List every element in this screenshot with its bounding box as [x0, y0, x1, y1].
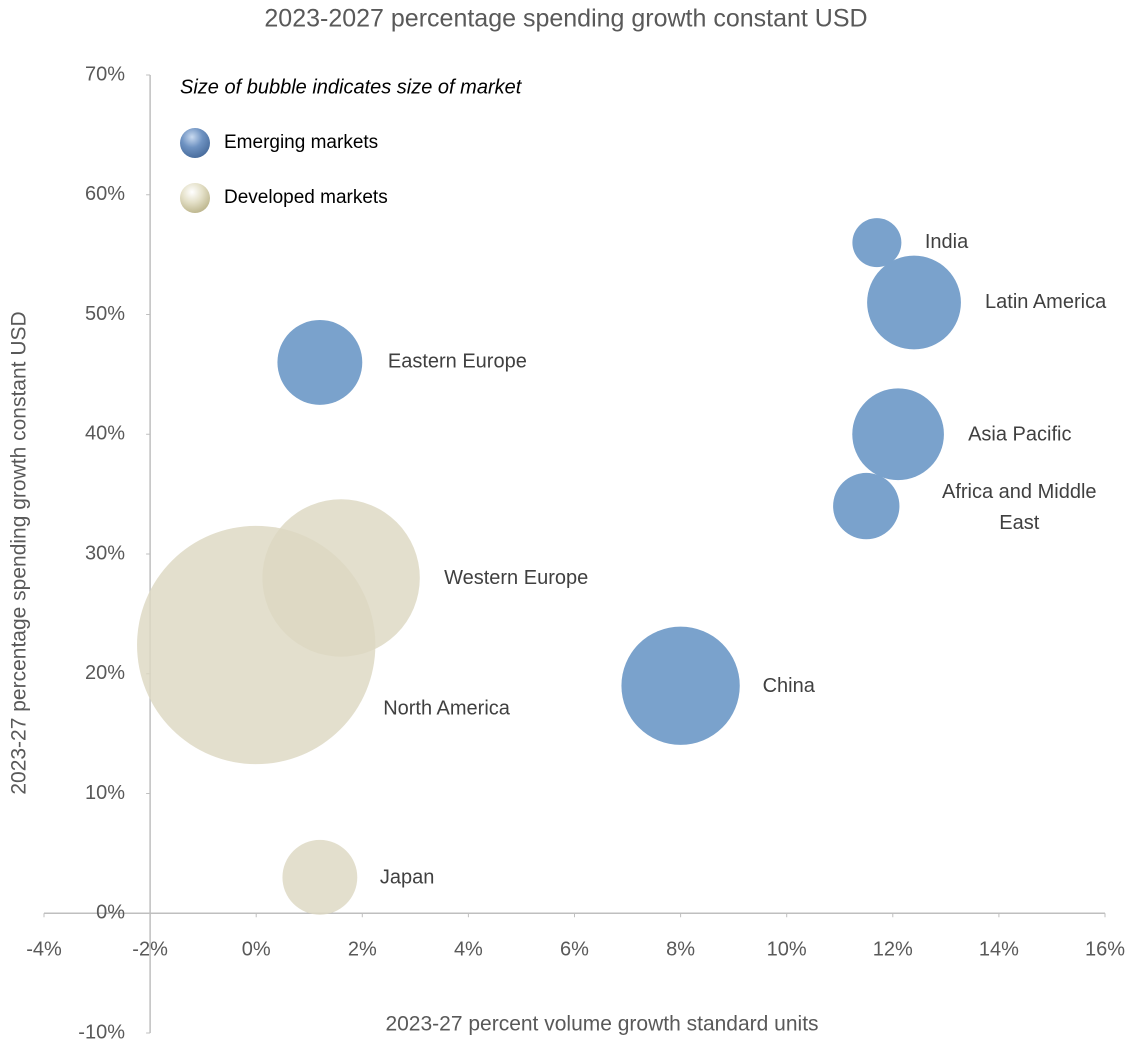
bubble [137, 525, 376, 765]
x-tick-label: 10% [767, 939, 807, 961]
y-axis-title: 2023-27 percentage spending growth const… [8, 311, 31, 794]
y-tick-label: 60% [85, 183, 125, 205]
legend-swatch [180, 183, 210, 213]
y-tick-label: 50% [85, 303, 125, 325]
x-tick-label: 2% [348, 939, 377, 961]
annotation: Size of bubble indicates size of market [180, 76, 523, 98]
bubble [833, 472, 900, 540]
x-tick-label: -4% [26, 939, 62, 961]
x-tick-label: 14% [979, 939, 1019, 961]
y-tick-label: 20% [85, 662, 125, 684]
y-tick-label: 30% [85, 542, 125, 564]
bubble [277, 319, 363, 405]
legend-swatch [180, 128, 210, 158]
x-tick-label: 16% [1085, 939, 1125, 961]
x-tick-label: 0% [242, 939, 271, 961]
chart-title: 2023-2027 percentage spending growth con… [264, 5, 867, 33]
y-tick-label: 40% [85, 423, 125, 445]
bubble-label: Japan [380, 867, 435, 889]
bubble [867, 255, 961, 350]
y-tick-label: -10% [78, 1021, 125, 1043]
x-tick-label: 4% [454, 939, 483, 961]
bubble-label: China [763, 675, 816, 697]
bubble-label: Africa and Middle East [942, 481, 1097, 534]
bubble [621, 626, 740, 745]
y-tick-label: 70% [85, 63, 125, 85]
bubble [282, 839, 358, 915]
bubble-label: Latin America [985, 291, 1107, 313]
x-tick-label: 6% [560, 939, 589, 961]
y-tick-label: 10% [85, 782, 125, 804]
legend-label: Emerging markets [224, 132, 378, 153]
x-tick-label: -2% [132, 939, 168, 961]
bubble-label: Eastern Europe [388, 351, 527, 373]
x-axis-title: 2023-27 percent volume growth standard u… [385, 1013, 818, 1036]
bubble-label: Western Europe [444, 567, 588, 589]
bubble [852, 218, 902, 268]
x-tick-label: 8% [666, 939, 695, 961]
bubble-label: North America [383, 697, 511, 719]
bubble-label: India [925, 231, 969, 253]
x-tick-label: 12% [873, 939, 913, 961]
bubble-label: Asia Pacific [968, 424, 1071, 446]
bubble [852, 388, 944, 481]
legend-label: Developed markets [224, 187, 388, 208]
y-tick-label: 0% [96, 902, 125, 924]
